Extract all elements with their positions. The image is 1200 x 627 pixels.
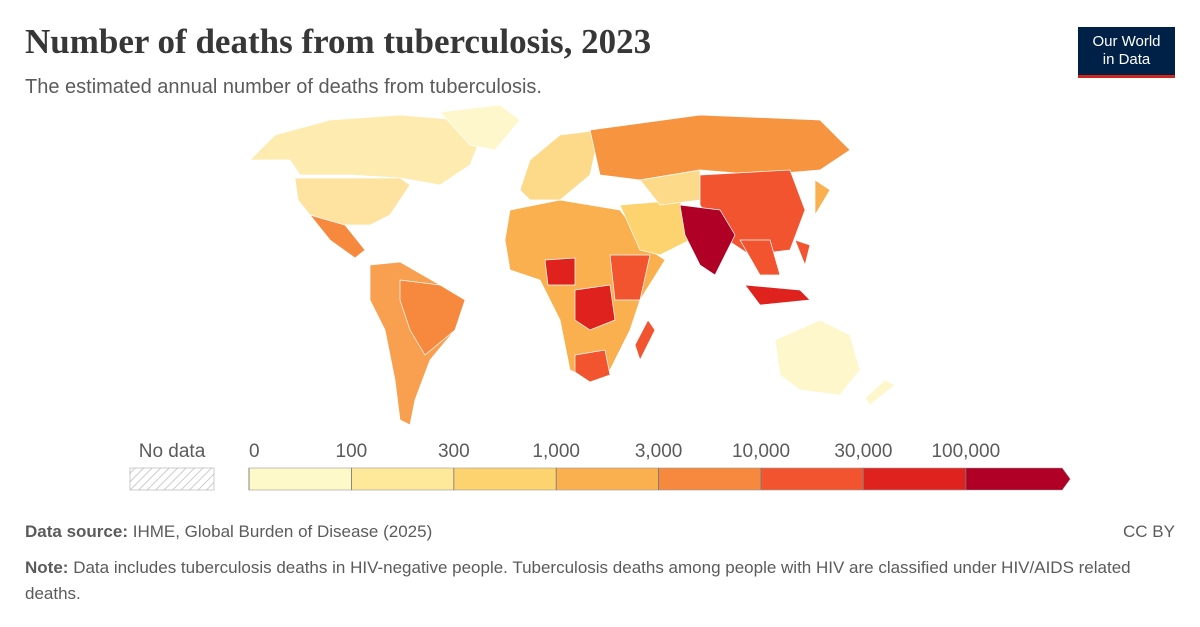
region[interactable] — [744, 284, 811, 306]
logo[interactable]: Our World in Data — [1078, 27, 1175, 78]
legend-tick-label: 10,000 — [732, 441, 790, 462]
map-and-legend: No data 0 100 300 1,000 3,000 10,000 30,000 100… — [129, 104, 1071, 491]
region[interactable] — [439, 104, 521, 151]
no-data-swatch — [129, 467, 215, 491]
legend-bin — [658, 467, 762, 491]
region[interactable] — [294, 177, 411, 226]
legend-tick-label: 30,000 — [834, 441, 892, 462]
region[interactable] — [739, 239, 781, 276]
legend-tick-label: 100,000 — [931, 441, 1000, 462]
note-text: Data includes tuberculosis deaths in HIV… — [25, 558, 1131, 603]
world-map — [249, 104, 896, 426]
region[interactable] — [864, 379, 896, 406]
legend-bin — [351, 467, 455, 491]
legend-tick-label: 3,000 — [635, 441, 683, 462]
region[interactable] — [399, 279, 466, 356]
legend-bin — [555, 467, 659, 491]
legend-tick-label: 100 — [336, 441, 368, 462]
logo-line: in Data — [1102, 51, 1151, 68]
legend-bin — [760, 467, 864, 491]
region[interactable] — [309, 214, 366, 259]
legend-bin — [248, 467, 352, 491]
subtitle: The estimated annual number of deaths fr… — [25, 76, 542, 98]
license: CC BY — [1123, 522, 1175, 541]
source-text: IHME, Global Burden of Disease (2025) — [132, 522, 433, 541]
title: Number of deaths from tuberculosis, 2023 — [25, 22, 652, 61]
legend-bin — [863, 467, 967, 491]
legend: No data 0 100 300 1,000 3,000 10,000 30,000 100… — [129, 441, 1071, 491]
legend-tick-label: 300 — [438, 441, 470, 462]
legend-tick-label: 0 — [249, 441, 260, 462]
region[interactable] — [589, 114, 851, 181]
note-label: Note: — [25, 558, 69, 577]
legend-bin — [965, 467, 1071, 491]
region[interactable] — [574, 284, 616, 331]
source-label: Data source: — [25, 522, 128, 541]
region[interactable] — [774, 319, 861, 396]
region[interactable] — [544, 257, 576, 286]
region[interactable] — [609, 254, 651, 301]
no-data-label: No data — [139, 441, 206, 462]
region[interactable] — [519, 129, 601, 201]
region[interactable] — [814, 179, 831, 217]
legend-bin — [453, 467, 557, 491]
source: Data source: IHME, Global Burden of Dise… — [25, 522, 432, 542]
region[interactable] — [634, 319, 656, 361]
logo-line: Our World — [1092, 33, 1161, 50]
region[interactable] — [574, 349, 611, 383]
region[interactable] — [794, 239, 811, 267]
region[interactable] — [249, 114, 481, 186]
note: Note: Data includes tuberculosis deaths … — [25, 555, 1175, 607]
legend-tick-label: 1,000 — [532, 441, 580, 462]
region[interactable] — [679, 204, 736, 276]
